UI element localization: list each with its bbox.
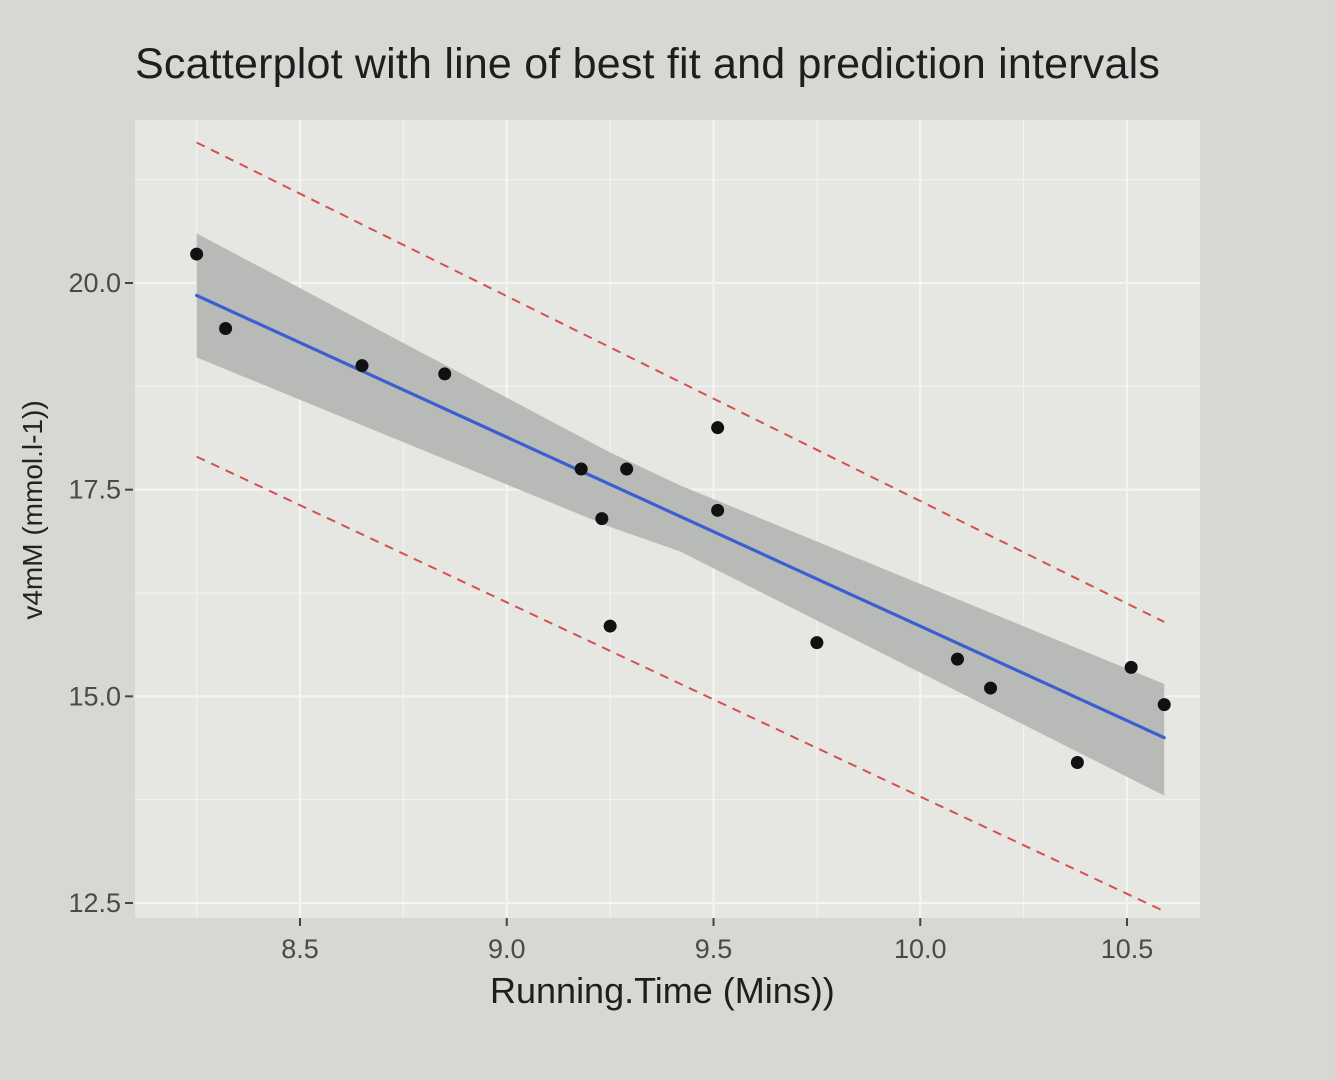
data-point (984, 681, 998, 695)
y-tick-label: 15.0 (68, 681, 121, 711)
prediction-interval-layer (196, 141, 1165, 913)
y-tick-label: 12.5 (68, 888, 121, 918)
data-point (1124, 660, 1138, 674)
x-axis: 8.5 9.0 9.5 10.0 10.5 (281, 918, 1153, 964)
data-point (595, 512, 609, 526)
chart-title: Scatterplot with line of best fit and pr… (135, 40, 1161, 88)
data-point (219, 321, 233, 335)
data-point (810, 636, 824, 650)
x-axis-label: Running.Time (Mins)) (490, 970, 835, 1011)
y-axis-label-wrap: v4mM (mmol.l-1)) (8, 360, 58, 660)
x-tick-label: 9.0 (488, 934, 526, 964)
y-tick-label: 20.0 (68, 268, 121, 298)
y-tick-label: 17.5 (68, 475, 121, 505)
grid-lines (135, 120, 1200, 918)
data-point (620, 462, 634, 476)
data-point (1070, 755, 1084, 769)
data-point (711, 503, 725, 517)
x-tick-label: 8.5 (281, 934, 319, 964)
y-axis: 12.5 15.0 17.5 20.0 (68, 268, 133, 918)
data-point (711, 421, 725, 435)
points-layer (190, 247, 1171, 769)
data-point (438, 367, 452, 381)
data-point (1157, 698, 1171, 712)
data-point (355, 359, 369, 373)
data-point (603, 619, 617, 633)
x-tick-label: 9.5 (695, 934, 733, 964)
data-point (574, 462, 588, 476)
data-point (190, 247, 204, 261)
data-point (950, 652, 964, 666)
y-axis-label: v4mM (mmol.l-1)) (17, 400, 48, 620)
prediction-interval-upper (196, 141, 1165, 623)
prediction-interval-lower (196, 455, 1165, 913)
x-tick-label: 10.5 (1101, 934, 1154, 964)
x-tick-label: 10.0 (894, 934, 947, 964)
